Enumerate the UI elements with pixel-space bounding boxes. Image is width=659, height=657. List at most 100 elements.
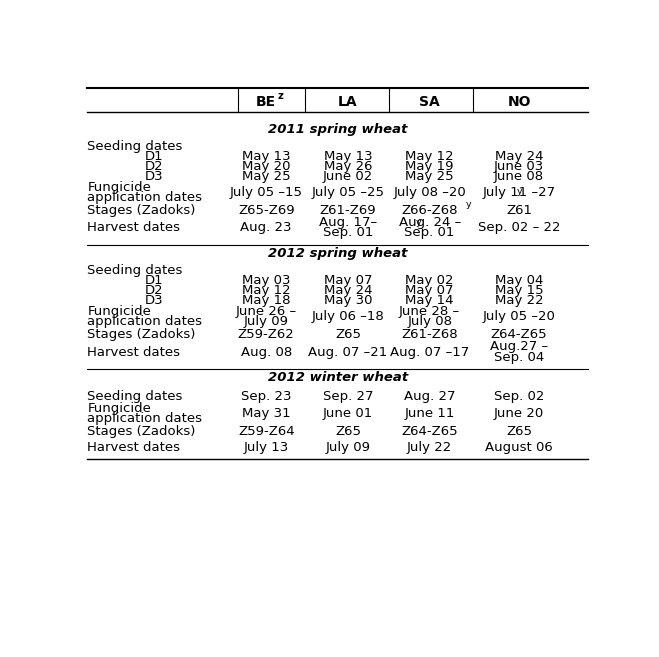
Text: D2: D2 (144, 160, 163, 173)
Text: application dates: application dates (88, 315, 202, 328)
Text: Stages (Zadoks): Stages (Zadoks) (88, 425, 196, 438)
Text: Sep. 02 – 22: Sep. 02 – 22 (478, 221, 560, 234)
Text: Z59-Z64: Z59-Z64 (238, 425, 295, 438)
Text: May 25: May 25 (405, 170, 454, 183)
Text: Aug.27 –: Aug.27 – (490, 340, 548, 353)
Text: 2012 spring wheat: 2012 spring wheat (268, 247, 407, 260)
Text: Z65-Z69: Z65-Z69 (238, 204, 295, 217)
Text: July 09: July 09 (326, 441, 370, 453)
Text: July 08: July 08 (407, 315, 452, 328)
Text: Seeding dates: Seeding dates (88, 140, 183, 152)
Text: July 05 –15: July 05 –15 (230, 186, 302, 198)
Text: Z64-Z65: Z64-Z65 (491, 328, 548, 341)
Text: Aug. 17–: Aug. 17– (319, 216, 377, 229)
Text: application dates: application dates (88, 413, 202, 425)
Text: May 03: May 03 (242, 274, 291, 286)
Text: May 30: May 30 (324, 294, 372, 307)
Text: May 18: May 18 (242, 294, 291, 307)
Text: Seeding dates: Seeding dates (88, 390, 183, 403)
Text: y: y (517, 187, 522, 196)
Text: July 13: July 13 (244, 441, 289, 453)
Text: Stages (Zadoks): Stages (Zadoks) (88, 204, 196, 217)
Text: Fungicide: Fungicide (88, 181, 152, 194)
Text: June 26 –: June 26 – (236, 305, 297, 317)
Text: July 08 –20: July 08 –20 (393, 186, 466, 198)
Text: D3: D3 (144, 170, 163, 183)
Text: Fungicide: Fungicide (88, 402, 152, 415)
Text: Sep. 02: Sep. 02 (494, 390, 544, 403)
Text: Z66-Z68: Z66-Z68 (401, 204, 458, 217)
Text: Z65: Z65 (335, 328, 361, 341)
Text: May 02: May 02 (405, 274, 454, 286)
Text: May 19: May 19 (405, 160, 454, 173)
Text: June 11: June 11 (405, 407, 455, 420)
Text: June 01: June 01 (323, 407, 373, 420)
Text: Aug. 24 –: Aug. 24 – (399, 216, 461, 229)
Text: May 24: May 24 (324, 284, 372, 297)
Text: June 20: June 20 (494, 407, 544, 420)
Text: Z65: Z65 (506, 425, 532, 438)
Text: D1: D1 (144, 150, 163, 163)
Text: LA: LA (338, 95, 358, 108)
Text: Harvest dates: Harvest dates (88, 441, 181, 453)
Text: 2011 spring wheat: 2011 spring wheat (268, 123, 407, 136)
Text: July 11 –27: July 11 –27 (482, 186, 556, 198)
Text: SA: SA (419, 95, 440, 108)
Text: June 03: June 03 (494, 160, 544, 173)
Text: Harvest dates: Harvest dates (88, 221, 181, 234)
Text: July 05 –25: July 05 –25 (312, 186, 384, 198)
Text: May 31: May 31 (242, 407, 291, 420)
Text: May 15: May 15 (495, 284, 544, 297)
Text: D3: D3 (144, 294, 163, 307)
Text: May 25: May 25 (242, 170, 291, 183)
Text: Stages (Zadoks): Stages (Zadoks) (88, 328, 196, 341)
Text: May 07: May 07 (324, 274, 372, 286)
Text: May 26: May 26 (324, 160, 372, 173)
Text: Sep. 04: Sep. 04 (494, 351, 544, 363)
Text: D1: D1 (144, 274, 163, 286)
Text: Seeding dates: Seeding dates (88, 263, 183, 277)
Text: July 09: July 09 (244, 315, 289, 328)
Text: June 08: June 08 (494, 170, 544, 183)
Text: May 22: May 22 (495, 294, 544, 307)
Text: July 06 –18: July 06 –18 (312, 309, 384, 323)
Text: Aug. 27: Aug. 27 (404, 390, 455, 403)
Text: June 02: June 02 (323, 170, 373, 183)
Text: August 06: August 06 (485, 441, 553, 453)
Text: May 24: May 24 (495, 150, 543, 163)
Text: May 20: May 20 (242, 160, 291, 173)
Text: May 12: May 12 (242, 284, 291, 297)
Text: May 13: May 13 (324, 150, 372, 163)
Text: Sep. 27: Sep. 27 (323, 390, 373, 403)
Text: Z61-Z69: Z61-Z69 (320, 204, 376, 217)
Text: BE: BE (256, 95, 276, 108)
Text: Aug. 07 –17: Aug. 07 –17 (390, 346, 469, 359)
Text: NO: NO (507, 95, 530, 108)
Text: Sep. 01: Sep. 01 (405, 226, 455, 239)
Text: June 28 –: June 28 – (399, 305, 460, 317)
Text: May 14: May 14 (405, 294, 454, 307)
Text: Z59-Z62: Z59-Z62 (238, 328, 295, 341)
Text: z: z (277, 91, 283, 101)
Text: Z61-Z68: Z61-Z68 (401, 328, 458, 341)
Text: Sep. 23: Sep. 23 (241, 390, 291, 403)
Text: Fungicide: Fungicide (88, 305, 152, 317)
Text: Z65: Z65 (335, 425, 361, 438)
Text: May 12: May 12 (405, 150, 454, 163)
Text: Sep. 01: Sep. 01 (323, 226, 373, 239)
Text: Harvest dates: Harvest dates (88, 346, 181, 359)
Text: Z61: Z61 (506, 204, 532, 217)
Text: May 04: May 04 (495, 274, 543, 286)
Text: Z64-Z65: Z64-Z65 (401, 425, 458, 438)
Text: y: y (415, 217, 421, 227)
Text: Aug. 23: Aug. 23 (241, 221, 292, 234)
Text: July 22: July 22 (407, 441, 452, 453)
Text: May 07: May 07 (405, 284, 454, 297)
Text: Aug. 07 –21: Aug. 07 –21 (308, 346, 387, 359)
Text: Aug. 08: Aug. 08 (241, 346, 292, 359)
Text: y: y (466, 200, 472, 210)
Text: July 05 –20: July 05 –20 (482, 309, 556, 323)
Text: 2012 winter wheat: 2012 winter wheat (268, 371, 408, 384)
Text: application dates: application dates (88, 191, 202, 204)
Text: May 13: May 13 (242, 150, 291, 163)
